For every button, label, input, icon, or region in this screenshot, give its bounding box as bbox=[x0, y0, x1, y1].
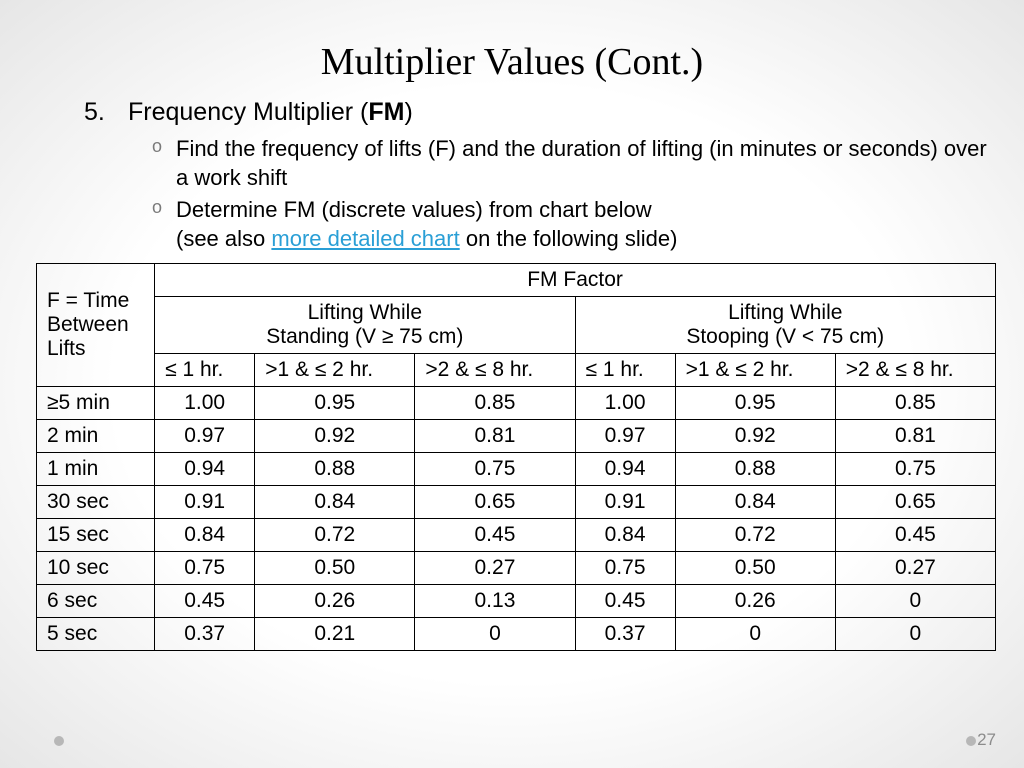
th-row-header: F = Time Between Lifts bbox=[37, 264, 155, 387]
row-label: ≥5 min bbox=[37, 387, 155, 420]
table-row: 2 min0.970.920.810.970.920.81 bbox=[37, 420, 996, 453]
table-cell: 0.45 bbox=[835, 519, 995, 552]
sub2-see: (see also bbox=[176, 226, 271, 251]
sub-item-1: o Find the frequency of lifts (F) and th… bbox=[152, 135, 988, 192]
sub-text-2: Determine FM (discrete values) from char… bbox=[176, 196, 988, 253]
row-label: 30 sec bbox=[37, 486, 155, 519]
table-cell: 0.84 bbox=[255, 486, 415, 519]
table-cell: 0.94 bbox=[575, 453, 675, 486]
th-fm-factor: FM Factor bbox=[155, 264, 996, 297]
table-cell: 0.75 bbox=[835, 453, 995, 486]
table-row: 5 sec0.370.2100.3700 bbox=[37, 618, 996, 651]
table-cell: 0.37 bbox=[155, 618, 255, 651]
table-cell: 0.97 bbox=[155, 420, 255, 453]
th-sub-c1: ≤ 1 hr. bbox=[155, 354, 255, 387]
table-cell: 0.72 bbox=[255, 519, 415, 552]
table-cell: 0.45 bbox=[415, 519, 575, 552]
circle-bullet-icon: o bbox=[152, 135, 176, 158]
table-cell: 0.84 bbox=[675, 486, 835, 519]
table-cell: 0.81 bbox=[835, 420, 995, 453]
table-cell: 0.13 bbox=[415, 585, 575, 618]
table-cell: 0.65 bbox=[835, 486, 995, 519]
detailed-chart-link[interactable]: more detailed chart bbox=[271, 226, 459, 251]
sub-text-1: Find the frequency of lifts (F) and the … bbox=[176, 135, 988, 192]
table-cell: 0.92 bbox=[675, 420, 835, 453]
table-cell: 0.84 bbox=[575, 519, 675, 552]
table-cell: 0.85 bbox=[835, 387, 995, 420]
table-cell: 0.91 bbox=[155, 486, 255, 519]
table-cell: 0.26 bbox=[255, 585, 415, 618]
list-heading: Frequency Multiplier (FM) bbox=[128, 98, 988, 127]
circle-bullet-icon: o bbox=[152, 196, 176, 219]
th-stooping: Lifting While Stooping (V < 75 cm) bbox=[575, 297, 995, 354]
table-cell: 0.91 bbox=[575, 486, 675, 519]
table-cell: 0.84 bbox=[155, 519, 255, 552]
table-cell: 0.97 bbox=[575, 420, 675, 453]
sub-item-2: o Determine FM (discrete values) from ch… bbox=[152, 196, 988, 253]
heading-post: ) bbox=[404, 98, 412, 126]
fm-factor-table: F = Time Between Lifts FM Factor Lifting… bbox=[36, 263, 996, 651]
table-cell: 0.88 bbox=[675, 453, 835, 486]
nav-dot-icon bbox=[54, 736, 64, 746]
th-sub-c4: ≤ 1 hr. bbox=[575, 354, 675, 387]
row-label: 10 sec bbox=[37, 552, 155, 585]
table-cell: 0 bbox=[835, 585, 995, 618]
table-cell: 0.85 bbox=[415, 387, 575, 420]
table-cell: 0.92 bbox=[255, 420, 415, 453]
table-cell: 0.95 bbox=[255, 387, 415, 420]
table-cell: 0.50 bbox=[255, 552, 415, 585]
th-sub-c3: >2 & ≤ 8 hr. bbox=[415, 354, 575, 387]
table-row: ≥5 min1.000.950.851.000.950.85 bbox=[37, 387, 996, 420]
table-cell: 0.50 bbox=[675, 552, 835, 585]
table-row: 15 sec0.840.720.450.840.720.45 bbox=[37, 519, 996, 552]
th-sub-c5: >1 & ≤ 2 hr. bbox=[675, 354, 835, 387]
table-row: 10 sec0.750.500.270.750.500.27 bbox=[37, 552, 996, 585]
page-number: 27 bbox=[977, 730, 996, 750]
table-cell: 0.45 bbox=[575, 585, 675, 618]
table-cell: 0.27 bbox=[415, 552, 575, 585]
nav-dot-icon bbox=[966, 736, 976, 746]
table-row: 6 sec0.450.260.130.450.260 bbox=[37, 585, 996, 618]
heading-pre: Frequency Multiplier ( bbox=[128, 98, 368, 126]
row-label: 1 min bbox=[37, 453, 155, 486]
list-item-5: 5. Frequency Multiplier (FM) bbox=[84, 98, 988, 127]
table-row: 1 min0.940.880.750.940.880.75 bbox=[37, 453, 996, 486]
table-cell: 0.94 bbox=[155, 453, 255, 486]
row-label: 15 sec bbox=[37, 519, 155, 552]
th-standing: Lifting While Standing (V ≥ 75 cm) bbox=[155, 297, 575, 354]
table-cell: 0.45 bbox=[155, 585, 255, 618]
table-cell: 0.75 bbox=[575, 552, 675, 585]
slide-title: Multiplier Values (Cont.) bbox=[36, 40, 988, 84]
table-cell: 0.72 bbox=[675, 519, 835, 552]
row-label: 6 sec bbox=[37, 585, 155, 618]
list-number: 5. bbox=[84, 98, 114, 127]
row-label: 2 min bbox=[37, 420, 155, 453]
table-cell: 0.65 bbox=[415, 486, 575, 519]
th-sub-c2: >1 & ≤ 2 hr. bbox=[255, 354, 415, 387]
th-sub-c6: >2 & ≤ 8 hr. bbox=[835, 354, 995, 387]
table-cell: 1.00 bbox=[155, 387, 255, 420]
table-row: 30 sec0.910.840.650.910.840.65 bbox=[37, 486, 996, 519]
table-cell: 0.27 bbox=[835, 552, 995, 585]
table-cell: 0.26 bbox=[675, 585, 835, 618]
table-cell: 1.00 bbox=[575, 387, 675, 420]
row-label: 5 sec bbox=[37, 618, 155, 651]
sub2-line1: Determine FM (discrete values) from char… bbox=[176, 197, 652, 222]
table-cell: 0 bbox=[415, 618, 575, 651]
table-cell: 0.75 bbox=[155, 552, 255, 585]
sublist: o Find the frequency of lifts (F) and th… bbox=[152, 135, 988, 253]
table-cell: 0.21 bbox=[255, 618, 415, 651]
table-cell: 0.88 bbox=[255, 453, 415, 486]
table-cell: 0.81 bbox=[415, 420, 575, 453]
table-cell: 0.95 bbox=[675, 387, 835, 420]
sub2-post: on the following slide) bbox=[460, 226, 678, 251]
table-cell: 0 bbox=[835, 618, 995, 651]
table-cell: 0 bbox=[675, 618, 835, 651]
table-cell: 0.75 bbox=[415, 453, 575, 486]
table-cell: 0.37 bbox=[575, 618, 675, 651]
heading-bold: FM bbox=[368, 98, 404, 126]
